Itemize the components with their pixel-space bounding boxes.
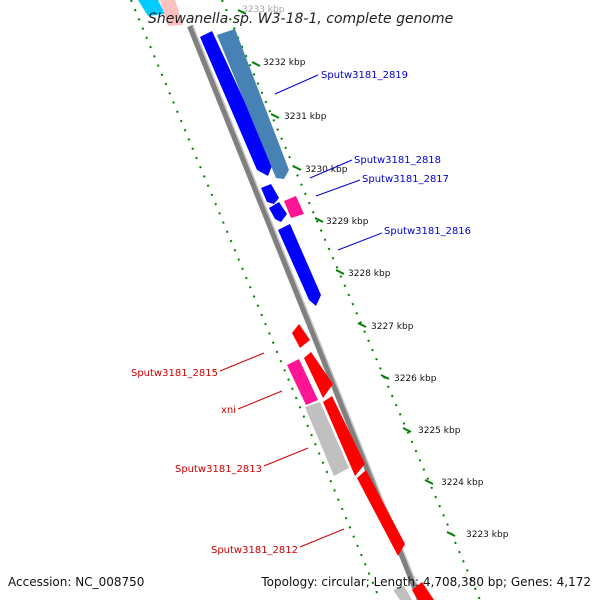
leader-line-2819 (274, 74, 319, 95)
leader-line-2817 (315, 179, 361, 197)
kbp-ticks (237, 9, 456, 537)
feature-gray-2813 (305, 402, 349, 476)
gene-leader-lines (219, 74, 383, 548)
gene-label-sputw3181-2812[interactable]: Sputw3181_2812 (211, 545, 298, 556)
tick-mark (402, 427, 412, 433)
tick-mark (335, 269, 345, 275)
tick-label-3226: 3226 kbp (394, 374, 437, 384)
tick-mark (357, 322, 367, 328)
leader-line-xni (237, 390, 283, 410)
tick-mark (270, 113, 280, 119)
gene-label-sputw3181-2817[interactable]: Sputw3181_2817 (362, 174, 449, 185)
tick-label-3228: 3228 kbp (348, 269, 391, 279)
gene-xni-red[interactable] (304, 352, 333, 398)
leader-line-2812 (299, 528, 345, 548)
feature-gray-bottom (393, 586, 412, 600)
gene-sputw3181-2815-red[interactable] (292, 324, 310, 348)
gc-guide-inner (130, 0, 381, 600)
tick-mark (314, 217, 324, 223)
tick-mark (446, 531, 456, 537)
gene-sputw3181-2816[interactable] (278, 224, 321, 306)
gene-label-sputw3181-2815[interactable]: Sputw3181_2815 (131, 368, 218, 379)
gene-sputw3181-2813-red[interactable] (323, 396, 365, 476)
gene-sputw3181-2812-red[interactable] (357, 470, 405, 556)
tick-label-3227: 3227 kbp (371, 322, 414, 332)
genome-backbone-highlight (192, 25, 424, 600)
tick-label-3229: 3229 kbp (326, 217, 369, 227)
gene-sputw3181-2818[interactable] (261, 184, 279, 204)
map-title: Shewanella sp. W3-18-1, complete genome (148, 11, 453, 27)
gene-label-xni[interactable]: xni (221, 405, 236, 416)
tick-label-3223: 3223 kbp (466, 530, 509, 540)
leader-line-2813 (263, 447, 309, 467)
gene-label-sputw3181-2816[interactable]: Sputw3181_2816 (384, 226, 471, 237)
leader-line-2816 (337, 232, 383, 251)
gene-sputw3181-2819-a[interactable] (200, 31, 273, 176)
tick-mark (380, 374, 390, 380)
topology-label: Topology: circular; Length: 4,708,380 bp… (260, 575, 591, 589)
tick-label-3224: 3224 kbp (441, 478, 484, 488)
gc-guide-outer (221, 0, 481, 600)
gene-sputw3181-2819-b[interactable] (217, 29, 289, 179)
accession-label: Accession: NC_008750 (8, 575, 144, 589)
feature-red-bottom (412, 582, 434, 600)
leader-line-2818 (309, 159, 353, 179)
feature-pink-2817 (284, 196, 304, 218)
tick-mark (251, 61, 261, 67)
tick-label-3230: 3230 kbp (305, 165, 348, 175)
gene-label-sputw3181-2813[interactable]: Sputw3181_2813 (175, 464, 262, 475)
partial-feature-cyan (138, 0, 165, 16)
tick-label-3231: 3231 kbp (284, 112, 327, 122)
gene-label-sputw3181-2819[interactable]: Sputw3181_2819 (321, 70, 408, 81)
tick-mark (292, 165, 302, 171)
tick-label-3233: 3233 kbp (242, 5, 285, 15)
tick-mark (424, 479, 434, 485)
leader-line-2815 (219, 352, 265, 372)
partial-feature-pink (160, 0, 183, 26)
gene-label-sputw3181-2818[interactable]: Sputw3181_2818 (354, 155, 441, 166)
tick-label-3232: 3232 kbp (263, 58, 306, 68)
feature-pink-xni (287, 359, 318, 405)
tick-label-3225: 3225 kbp (418, 426, 461, 436)
tick-mark (237, 9, 247, 15)
gene-sputw3181-2817[interactable] (269, 202, 287, 222)
